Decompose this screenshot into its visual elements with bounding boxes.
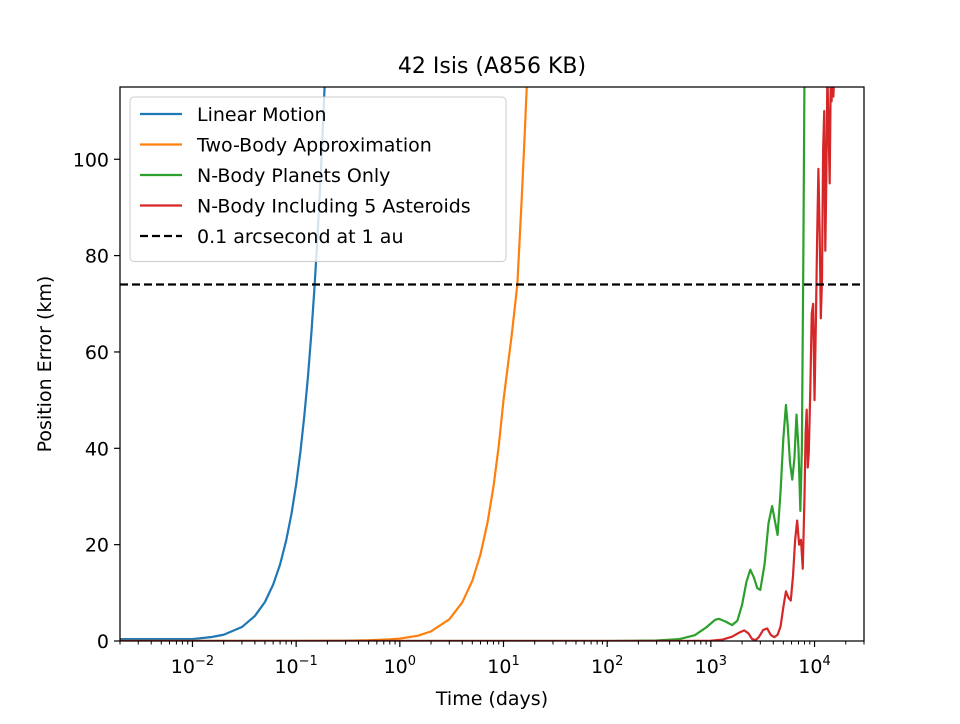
x-tick-label: 104	[798, 654, 830, 678]
y-tick-label: 100	[73, 149, 109, 171]
legend-label-n-body-including-5-asteroids: N-Body Including 5 Asteroids	[197, 196, 471, 218]
legend-label-two-body-approximation: Two-Body Approximation	[196, 135, 432, 157]
legend-label-n-body-planets-only: N-Body Planets Only	[197, 165, 390, 187]
legend-box	[129, 96, 507, 262]
chart-title: 42 Isis (A856 KB)	[398, 54, 586, 79]
x-tick-label: 10−2	[171, 654, 214, 678]
y-tick-label: 80	[85, 246, 109, 268]
legend: Linear Motion Two-Body Approximation N-Bod…	[129, 96, 507, 262]
legend-label-0-1-arcsecond-at-1-au: 0.1 arcsecond at 1 au	[197, 226, 404, 248]
series-layer	[120, 87, 864, 641]
x-tick-label: 100	[384, 654, 416, 678]
y-tick-label: 40	[85, 438, 109, 460]
y-tick-label: 20	[85, 535, 109, 557]
plot-frame	[119, 86, 865, 642]
series-line-linear-motion	[120, 87, 326, 641]
y-axis-label: Position Error (km)	[34, 276, 56, 453]
legend-label-linear-motion: Linear Motion	[197, 104, 327, 126]
x-tick-label: 103	[695, 654, 727, 678]
ticks-layer: 10−2 10−1 100 101 102 103 104 0 20 40 60 80 100	[73, 149, 865, 678]
x-tick-label: 101	[487, 654, 519, 678]
x-tick-label: 10−1	[274, 654, 317, 678]
series-line-n-body-including-5-asteroids	[120, 87, 835, 641]
x-axis-label: Time (days)	[435, 688, 548, 710]
series-line-n-body-planets-only	[120, 87, 806, 641]
y-tick-label: 60	[85, 342, 109, 364]
x-tick-label: 102	[591, 654, 623, 678]
y-tick-label: 0	[97, 631, 109, 653]
